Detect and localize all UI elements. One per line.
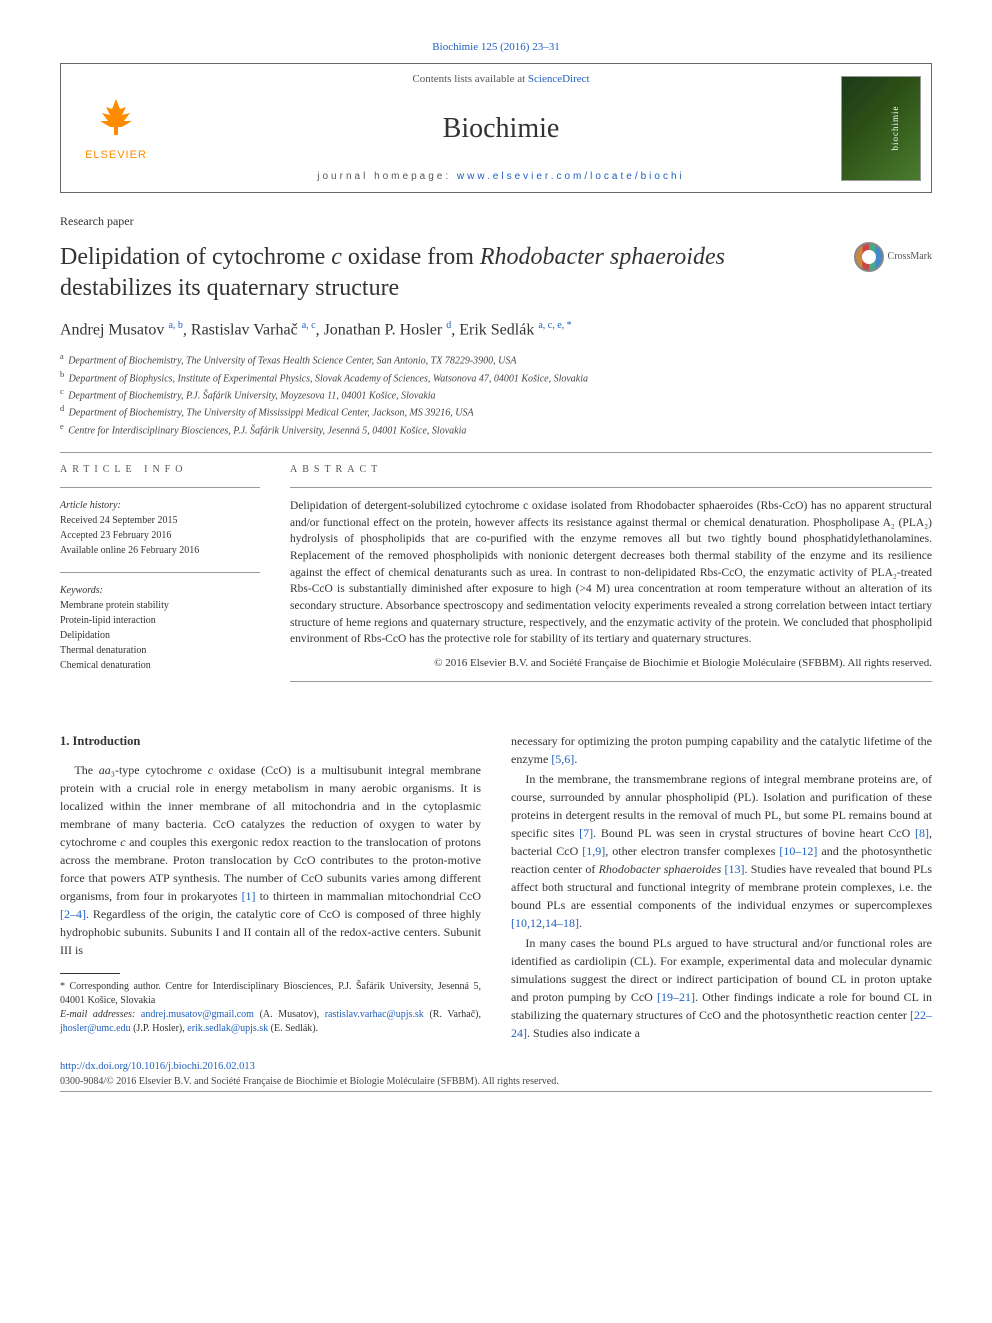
top-citation: Biochimie 125 (2016) 23–31 [60,40,932,55]
article-info-heading: ARTICLE INFO [60,463,260,477]
affiliation: b Department of Biophysics, Institute of… [60,369,932,386]
journal-homepage: journal homepage: www.elsevier.com/locat… [181,170,821,184]
publisher-name: ELSEVIER [85,148,147,163]
footnote-separator [60,973,120,974]
keywords-label: Keywords: [60,583,260,598]
journal-header: ELSEVIER Contents lists available at Sci… [60,63,932,193]
publisher-logo-cell: ELSEVIER [61,64,171,192]
journal-title: Biochimie [181,109,821,148]
ref-link[interactable]: [1] [242,889,256,903]
bottom-rule [60,1091,932,1092]
body-paragraph: In the membrane, the transmembrane regio… [511,770,932,932]
paper-type: Research paper [60,213,932,230]
crossmark-icon [854,242,884,272]
ref-link[interactable]: [22–24] [511,1008,932,1040]
affiliation: e Centre for Interdisciplinary Bioscienc… [60,421,932,438]
ref-link[interactable]: [1,9] [582,844,605,858]
ref-link[interactable]: [10,12,14–18] [511,916,579,930]
elsevier-logo[interactable]: ELSEVIER [85,93,147,163]
journal-cover-thumbnail[interactable] [841,76,921,181]
divider [60,452,932,453]
elsevier-tree-icon [85,93,147,148]
keyword: Membrane protein stability [60,598,260,613]
abstract-heading: ABSTRACT [290,463,932,477]
keyword: Delipidation [60,628,260,643]
affiliation: c Department of Biochemistry, P.J. Šafár… [60,386,932,403]
ref-link[interactable]: [8] [915,826,929,840]
keyword: Protein-lipid interaction [60,613,260,628]
section-heading: 1. Introduction [60,732,481,751]
accepted-date: Accepted 23 February 2016 [60,528,260,543]
ref-link[interactable]: [19–21] [657,990,695,1004]
crossmark-label: CrossMark [888,250,932,264]
body-paragraph: In many cases the bound PLs argued to ha… [511,934,932,1042]
email-addresses: E-mail addresses: andrej.musatov@gmail.c… [60,1008,481,1036]
crossmark-badge[interactable]: CrossMark [854,242,932,272]
abstract-text: Delipidation of detergent-solubilized cy… [290,498,932,648]
abstract-copyright: © 2016 Elsevier B.V. and Société Françai… [290,656,932,671]
online-date: Available online 26 February 2016 [60,543,260,558]
bottom-copyright: 0300-9084/© 2016 Elsevier B.V. and Socié… [60,1075,932,1089]
cover-cell [831,64,931,192]
article-title: Delipidation of cytochrome c oxidase fro… [60,242,834,304]
journal-center: Contents lists available at ScienceDirec… [171,64,831,192]
ref-link[interactable]: [7] [579,826,593,840]
footnotes: * Corresponding author. Centre for Inter… [60,980,481,1036]
affiliations: a Department of Biochemistry, The Univer… [60,351,932,438]
affiliation: a Department of Biochemistry, The Univer… [60,351,932,368]
authors-line: Andrej Musatov a, b, Rastislav Varhač a,… [60,319,932,342]
ref-link[interactable]: [13] [725,862,745,876]
body-paragraph: necessary for optimizing the proton pump… [511,732,932,768]
received-date: Received 24 September 2015 [60,513,260,528]
sciencedirect-link[interactable]: ScienceDirect [528,73,590,85]
body-columns: 1. Introduction The aa₃-type cytochrome … [60,732,932,1042]
ref-link[interactable]: [10–12] [779,844,817,858]
ref-link[interactable]: [5,6] [551,752,574,766]
abstract: ABSTRACT Delipidation of detergent-solub… [290,463,932,692]
affiliation: d Department of Biochemistry, The Univer… [60,403,932,420]
citation-link[interactable]: Biochimie 125 (2016) 23–31 [432,41,559,53]
ref-link[interactable]: [2–4] [60,907,86,921]
doi-link[interactable]: http://dx.doi.org/10.1016/j.biochi.2016.… [60,1061,255,1072]
homepage-prefix: journal homepage: [317,171,457,182]
homepage-link[interactable]: www.elsevier.com/locate/biochi [457,171,685,182]
keyword: Chemical denaturation [60,658,260,673]
article-info: ARTICLE INFO Article history: Received 2… [60,463,260,692]
doi: http://dx.doi.org/10.1016/j.biochi.2016.… [60,1060,932,1075]
body-paragraph: The aa₃-type cytochrome c oxidase (CcO) … [60,761,481,959]
history-label: Article history: [60,498,260,513]
corresponding-author: * Corresponding author. Centre for Inter… [60,980,481,1008]
email-label: E-mail addresses: [60,1009,141,1020]
keyword: Thermal denaturation [60,643,260,658]
contents-prefix: Contents lists available at [412,73,527,85]
contents-available: Contents lists available at ScienceDirec… [181,72,821,87]
